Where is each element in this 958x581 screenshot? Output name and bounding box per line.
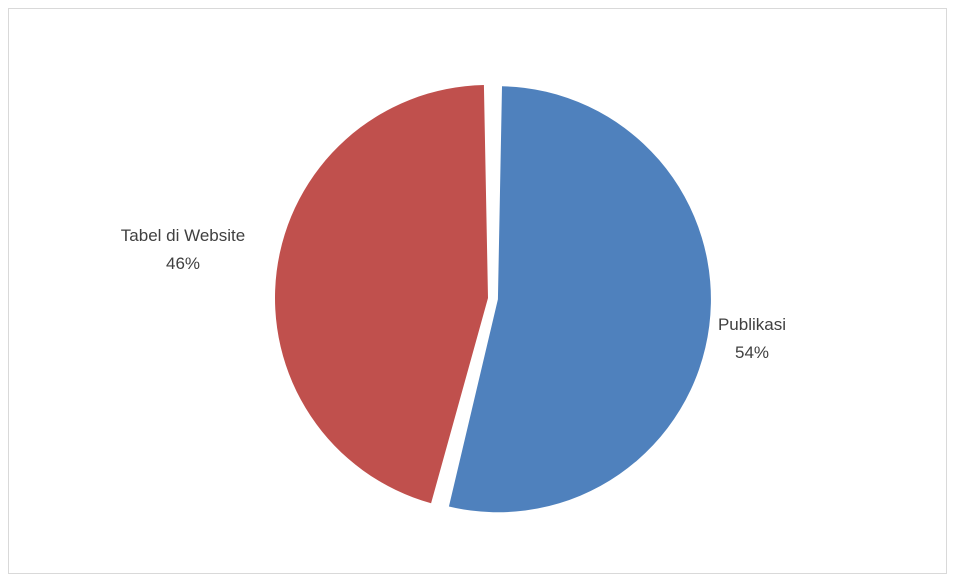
slice-label-name: Publikasi	[718, 315, 786, 334]
pie-slices	[274, 85, 711, 513]
pie-slice-publikasi	[448, 86, 711, 513]
slice-label-name: Tabel di Website	[121, 226, 245, 245]
pie-slice-tabel-di-website	[274, 85, 488, 504]
pie-labels: Publikasi 54% Tabel di Website 46%	[121, 226, 786, 362]
slice-label-value: 54%	[735, 343, 769, 362]
slice-label-value: 46%	[166, 254, 200, 273]
